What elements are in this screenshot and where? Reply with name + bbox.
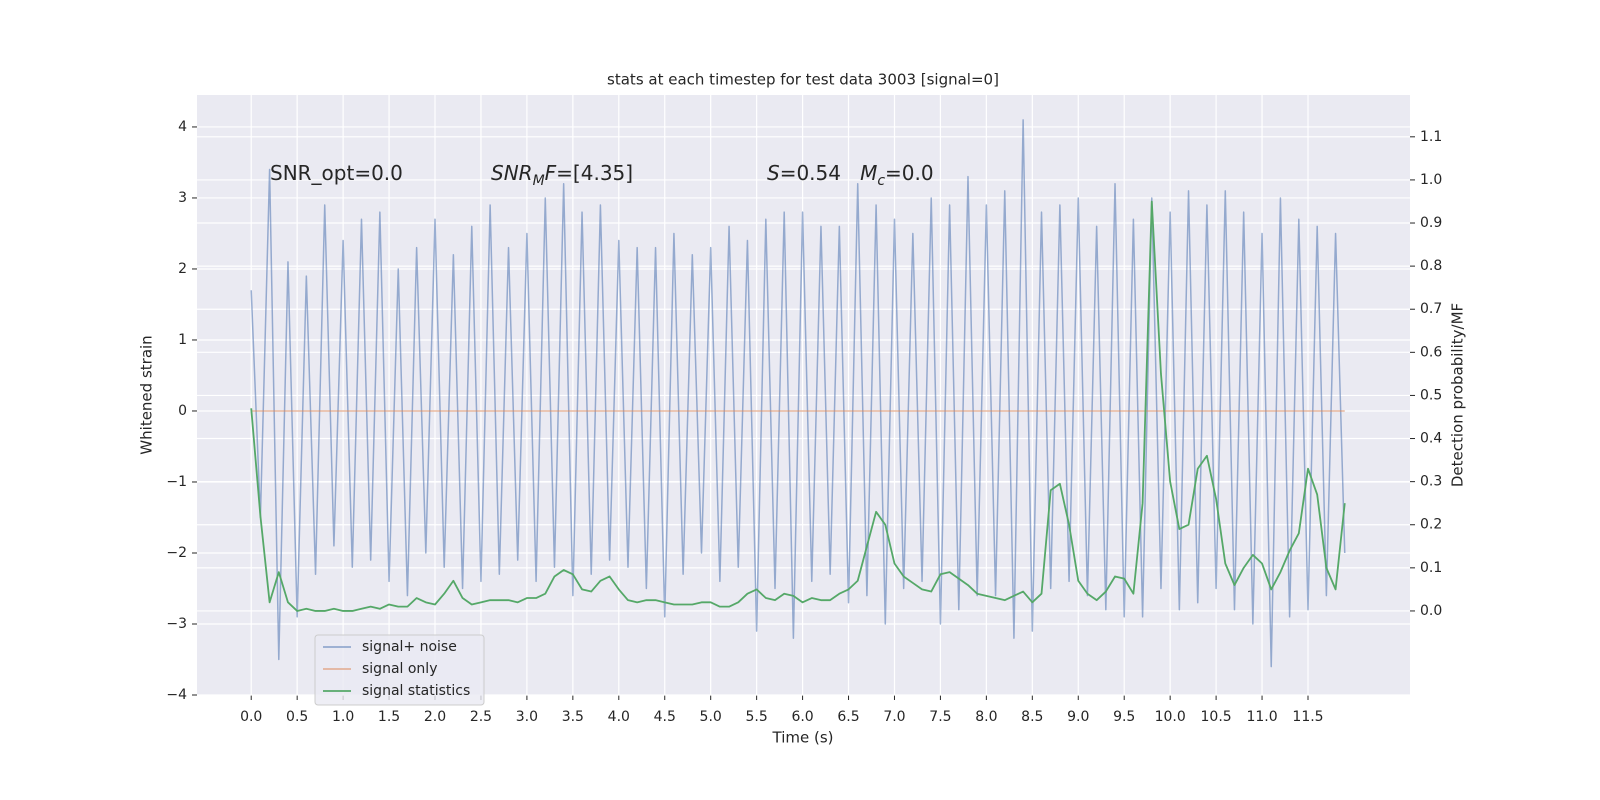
y-tick-label: −1 (166, 474, 187, 490)
x-tick-label: 3.0 (516, 709, 538, 725)
x-tick-label: 11.0 (1246, 709, 1277, 725)
x-tick-label: 7.0 (883, 709, 905, 725)
x-tick-label: 0.0 (240, 709, 262, 725)
annotation-part: =0.0 (885, 161, 934, 185)
x-tick-label: 0.5 (286, 709, 308, 725)
legend-label: signal+ noise (362, 639, 457, 655)
chart-title: stats at each timestep for test data 300… (607, 71, 999, 89)
legend-label: signal statistics (362, 683, 470, 699)
annotation: S=0.54 Mc=0.0 (767, 161, 934, 189)
y-tick-label: −3 (166, 616, 187, 632)
y-tick-label: 2 (178, 261, 187, 277)
x-tick-label: 4.0 (608, 709, 630, 725)
y-tick-label: 4 (178, 119, 187, 135)
y-tick-label: 1 (178, 332, 187, 348)
y-tick-label: −4 (166, 687, 187, 703)
y2-tick-label: 1.0 (1420, 172, 1442, 188)
annotation-part: SNR (491, 161, 533, 185)
x-tick-label: 4.5 (654, 709, 676, 725)
x-tick-label: 6.0 (791, 709, 813, 725)
x-tick-label: 6.5 (837, 709, 859, 725)
annotation-part: SNR_opt=0.0 (270, 161, 403, 185)
annotation: SNR_opt=0.0 (270, 161, 403, 185)
x-tick-label: 11.5 (1292, 709, 1323, 725)
y2-tick-label: 0.7 (1420, 301, 1442, 317)
y2-tick-label: 0.5 (1420, 387, 1442, 403)
y-tick-label: 0 (178, 403, 187, 419)
annotation-part: F (545, 161, 557, 185)
x-tick-label: 10.5 (1201, 709, 1232, 725)
y-tick-label: 3 (178, 190, 187, 206)
x-tick-label: 8.5 (1021, 709, 1043, 725)
y2-tick-label: 0.4 (1420, 431, 1442, 447)
annotation-part: M (860, 161, 877, 185)
x-axis-label: Time (s) (772, 729, 834, 747)
annotation: SNRMF=[4.35] (491, 161, 633, 189)
y2-tick-label: 0.6 (1420, 344, 1442, 360)
x-tick-label: 2.0 (424, 709, 446, 725)
x-tick-label: 5.0 (700, 709, 722, 725)
x-tick-label: 5.5 (746, 709, 768, 725)
x-tick-label: 9.0 (1067, 709, 1089, 725)
x-tick-label: 1.0 (332, 709, 354, 725)
x-tick-label: 9.5 (1113, 709, 1135, 725)
x-tick-label: 3.5 (562, 709, 584, 725)
x-tick-label: 10.0 (1155, 709, 1186, 725)
y2-tick-label: 0.8 (1420, 258, 1442, 274)
y-axis-label: Whitened strain (138, 335, 156, 454)
legend-label: signal only (362, 661, 437, 677)
annotation-part: M (533, 173, 545, 189)
annotation-part: =0.54 (780, 161, 860, 185)
x-tick-label: 8.0 (975, 709, 997, 725)
x-tick-label: 1.5 (378, 709, 400, 725)
y2-axis-label: Detection probability/MF (1449, 303, 1467, 487)
annotation-part: =[4.35] (556, 161, 633, 185)
annotation-part: S (767, 161, 780, 185)
data-line (250, 200, 1346, 612)
y2-tick-label: 0.2 (1420, 517, 1442, 533)
x-tick-label: 2.5 (470, 709, 492, 725)
x-tick-label: 7.5 (929, 709, 951, 725)
y2-tick-label: 0.0 (1420, 603, 1442, 619)
data-line (250, 119, 1346, 668)
annotation-part: c (877, 173, 885, 189)
legend-box (314, 634, 485, 706)
y2-tick-label: 0.1 (1420, 560, 1442, 576)
y2-tick-label: 0.3 (1420, 474, 1442, 490)
y-tick-label: −2 (166, 545, 187, 561)
y2-tick-label: 1.1 (1420, 129, 1442, 145)
y2-tick-label: 0.9 (1420, 215, 1442, 231)
